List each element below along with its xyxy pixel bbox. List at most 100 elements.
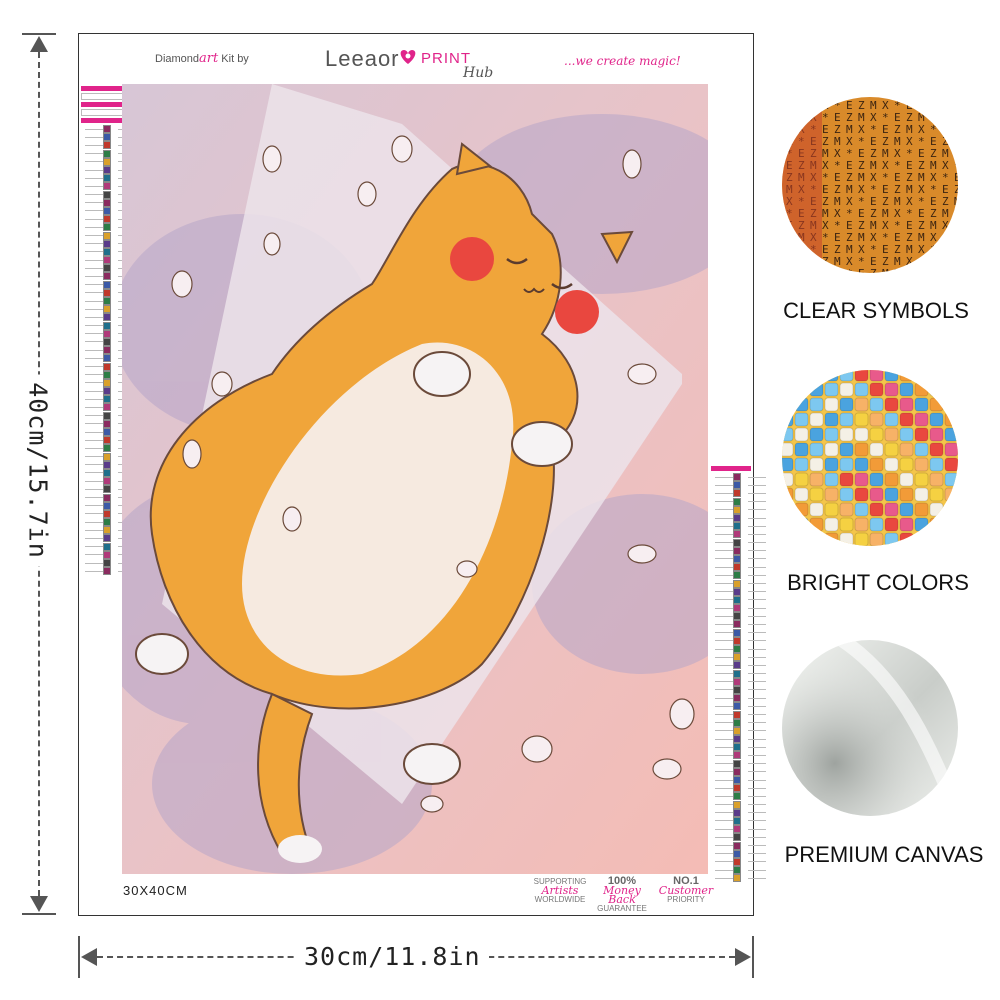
badge-priority-script: Customer — [658, 884, 714, 897]
legend-symbol-icon — [103, 149, 111, 158]
legend-code-placeholder — [85, 284, 103, 286]
symbol-glyph: M — [918, 171, 925, 184]
legend-code-placeholder — [85, 546, 103, 548]
symbol-glyph: M — [810, 99, 817, 112]
drill-bead — [884, 412, 899, 427]
legend-code-placeholder — [85, 210, 103, 212]
drill-bead — [914, 457, 929, 472]
legend-code-placeholder — [85, 185, 103, 187]
height-label: 40cm/15.7in — [23, 374, 53, 567]
legend-row — [711, 841, 766, 850]
symbol-glyph: Z — [882, 255, 889, 268]
symbol-glyph: X — [846, 195, 853, 208]
symbol-glyph: M — [834, 195, 841, 208]
legend-symbol-icon — [103, 387, 111, 396]
legend-code-placeholder — [85, 505, 103, 507]
legend-symbol-icon — [103, 206, 111, 215]
drill-bead — [944, 427, 958, 442]
legend-code-placeholder — [748, 836, 766, 838]
legend-code-placeholder — [715, 804, 733, 806]
legend-code-placeholder — [748, 533, 766, 535]
legend-symbol-icon — [103, 370, 111, 379]
symbol-glyph: M — [942, 147, 949, 160]
symbol-glyph: M — [834, 135, 841, 148]
drill-bead — [839, 442, 854, 457]
symbol-glyph: Z — [870, 147, 877, 160]
symbol-glyph: E — [954, 171, 958, 184]
drill-bead — [869, 427, 884, 442]
legend-code-placeholder — [715, 812, 733, 814]
legend-symbol-icon — [733, 808, 741, 817]
legend-code-placeholder — [715, 525, 733, 527]
drill-bead — [899, 427, 914, 442]
drill-bead — [929, 487, 944, 502]
symbol-glyph: M — [942, 207, 949, 220]
legend-symbol-icon — [103, 493, 111, 502]
legend-code-placeholder — [85, 423, 103, 425]
symbol-glyph: M — [930, 219, 937, 232]
legend-code-placeholder — [85, 537, 103, 539]
drill-bead — [782, 442, 794, 457]
legend-code-placeholder — [85, 366, 103, 368]
legend-code-placeholder — [85, 235, 103, 237]
drill-bead — [809, 502, 824, 517]
drill-bead — [884, 472, 899, 487]
legend-code-placeholder — [748, 558, 766, 560]
legend-symbol-icon — [103, 567, 111, 576]
legend-symbol-icon — [103, 182, 111, 191]
legend-code-placeholder — [748, 804, 766, 806]
legend-symbol-icon — [733, 522, 741, 531]
symbol-glyph: E — [822, 243, 829, 256]
symbol-glyph: Z — [858, 159, 865, 172]
legend-code-placeholder — [85, 308, 103, 310]
header-accent: art — [199, 51, 219, 66]
legend-code-placeholder — [748, 795, 766, 797]
legend-symbol-icon — [103, 534, 111, 543]
drill-bead — [854, 487, 869, 502]
legend-symbol-icon — [103, 125, 111, 134]
symbol-glyph: E — [906, 159, 913, 172]
symbol-glyph: * — [870, 243, 877, 256]
legend-code-placeholder — [85, 325, 103, 327]
legend-code-placeholder — [748, 656, 766, 658]
drill-bead — [914, 487, 929, 502]
symbol-glyph: E — [954, 231, 958, 244]
legend-right — [711, 466, 766, 883]
legend-code-placeholder — [748, 746, 766, 748]
legend-code-placeholder — [715, 484, 733, 486]
legend-symbol-icon — [733, 849, 741, 858]
legend-row — [711, 612, 766, 621]
legend-symbol-icon — [103, 264, 111, 273]
symbol-glyph: * — [918, 195, 925, 208]
legend-symbol-icon — [103, 321, 111, 330]
symbol-glyph: * — [822, 111, 829, 124]
symbol-glyph: * — [942, 231, 949, 244]
drill-bead — [839, 427, 854, 442]
legend-symbol-icon — [733, 579, 741, 588]
cat-illustration — [122, 84, 708, 874]
height-arrow-up-icon — [30, 36, 48, 52]
legend-code-placeholder — [85, 374, 103, 376]
legend-code-placeholder — [715, 476, 733, 478]
legend-code-placeholder — [715, 722, 733, 724]
drill-bead — [794, 502, 809, 517]
drill-bead — [794, 532, 809, 546]
legend-code-placeholder — [748, 591, 766, 593]
legend-code-placeholder — [85, 169, 103, 171]
drill-bead — [899, 442, 914, 457]
legend-row — [711, 825, 766, 834]
legend-code-placeholder — [85, 570, 103, 572]
symbol-glyph: X — [822, 219, 829, 232]
legend-symbol-icon — [733, 636, 741, 645]
drill-bead — [914, 397, 929, 412]
legend-code-placeholder — [748, 869, 766, 871]
legend-symbol-icon — [733, 546, 741, 555]
legend-code-placeholder — [748, 574, 766, 576]
symbol-glyph: Z — [942, 255, 949, 268]
symbol-glyph: Z — [870, 267, 877, 273]
brand-name: Leeaor — [325, 46, 400, 71]
legend-code-placeholder — [748, 673, 766, 675]
drill-bead — [824, 457, 839, 472]
symbol-glyph: Z — [906, 111, 913, 124]
legend-code-placeholder — [85, 349, 103, 351]
